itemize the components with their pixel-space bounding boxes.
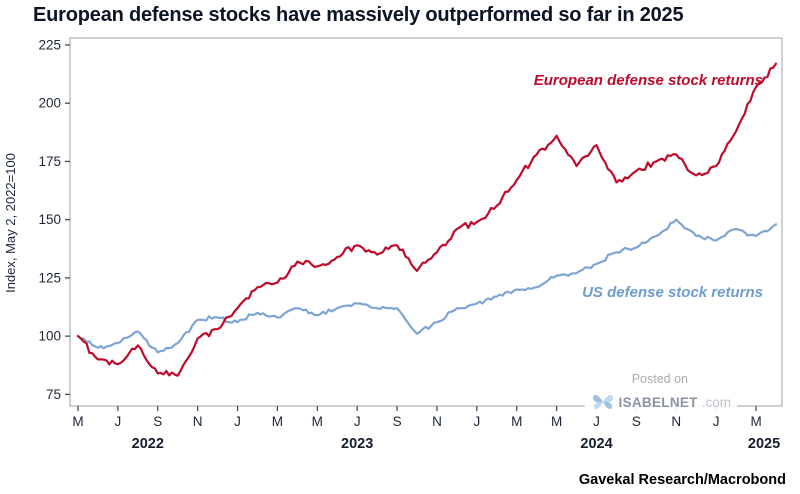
x-tick-label: M (272, 414, 283, 429)
chart-plot: 75 100 125 150 175 200 225 M J S N J M M J S N J M M J S N J M 20… (38, 37, 783, 452)
x-tick-label: N (432, 414, 442, 429)
x-tick-label: N (193, 414, 203, 429)
plot-border (69, 37, 783, 407)
x-tick-label: J (114, 414, 121, 429)
x-tick-label: S (153, 414, 162, 429)
watermark-posted-on: Posted on (631, 372, 688, 386)
y-tick-label: 150 (38, 212, 61, 227)
source-credit: Gavekal Research/Macrobond (578, 472, 786, 488)
x-tick-label: M (312, 414, 323, 429)
y-tick-label: 100 (38, 329, 61, 344)
y-tick-label: 175 (38, 154, 61, 169)
year-label: 2024 (580, 436, 612, 452)
y-tick-label: 200 (38, 96, 61, 111)
x-tick-label: J (234, 414, 241, 429)
watermark-site-tld: .com (701, 394, 731, 410)
series-line-european (76, 62, 778, 377)
x-tick-label: S (632, 414, 641, 429)
x-tick-label: J (593, 414, 600, 429)
y-tick-label: 225 (38, 37, 61, 52)
watermark-site-name: ISABELNET (618, 394, 698, 410)
x-tick-label: M (72, 414, 83, 429)
x-tick-label: M (511, 414, 522, 429)
x-tick-label: J (713, 414, 720, 429)
x-tick-label: S (393, 414, 402, 429)
x-tick-label: J (473, 414, 480, 429)
year-label: 2022 (132, 436, 164, 452)
y-tick-label: 125 (38, 270, 61, 285)
series-label-european: European defense stock returns (533, 72, 763, 89)
y-axis-title: Index, May 2, 2022=100 (3, 153, 18, 293)
year-label: 2025 (748, 436, 780, 452)
chart-title: European defense stocks have massively o… (33, 4, 684, 26)
y-tick-label: 75 (46, 387, 61, 402)
x-tick-label: M (750, 414, 761, 429)
x-tick-label: J (354, 414, 361, 429)
x-tick-label: N (671, 414, 681, 429)
butterfly-icon (592, 394, 613, 410)
year-label: 2023 (341, 436, 373, 452)
series-label-us: US defense stock returns (582, 284, 763, 301)
series-line-us (76, 218, 778, 354)
x-tick-label: M (551, 414, 562, 429)
watermark-isabelnet: ISABELNET .com (583, 390, 738, 414)
